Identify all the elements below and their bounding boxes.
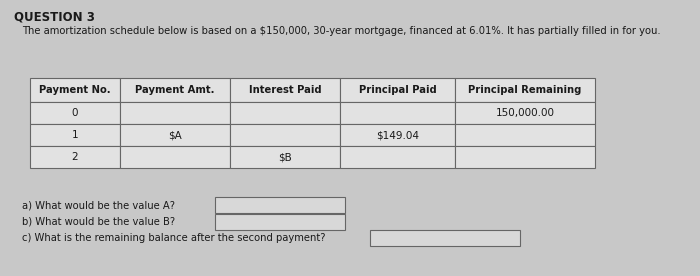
Text: 150,000.00: 150,000.00 — [496, 108, 554, 118]
Bar — [370, 230, 520, 246]
Text: b) What would be the value B?: b) What would be the value B? — [22, 217, 175, 227]
Bar — [230, 102, 340, 124]
Bar — [120, 124, 230, 146]
Bar — [455, 78, 595, 102]
Bar — [455, 146, 595, 168]
Text: QUESTION 3: QUESTION 3 — [14, 10, 95, 23]
Bar — [340, 78, 455, 102]
Text: c) What is the remaining balance after the second payment?: c) What is the remaining balance after t… — [22, 233, 326, 243]
Bar — [455, 102, 595, 124]
Bar — [340, 102, 455, 124]
Bar — [120, 78, 230, 102]
Text: Principal Remaining: Principal Remaining — [468, 85, 582, 95]
Text: $A: $A — [168, 130, 182, 140]
Bar — [120, 102, 230, 124]
Text: The amortization schedule below is based on a $150,000, 30-year mortgage, financ: The amortization schedule below is based… — [22, 26, 661, 36]
Text: a) What would be the value A?: a) What would be the value A? — [22, 200, 175, 210]
Text: Interest Paid: Interest Paid — [248, 85, 321, 95]
Bar — [30, 78, 120, 102]
Bar — [215, 197, 345, 213]
Bar — [230, 124, 340, 146]
Bar — [340, 124, 455, 146]
Bar — [215, 214, 345, 230]
Bar — [30, 124, 120, 146]
Text: Payment No.: Payment No. — [39, 85, 111, 95]
Bar — [30, 102, 120, 124]
Text: $B: $B — [278, 152, 292, 162]
Text: 2: 2 — [71, 152, 78, 162]
Text: $149.04: $149.04 — [376, 130, 419, 140]
Text: Principal Paid: Principal Paid — [358, 85, 436, 95]
Bar — [230, 146, 340, 168]
Bar — [30, 146, 120, 168]
Bar — [230, 78, 340, 102]
Text: 0: 0 — [71, 108, 78, 118]
Text: 1: 1 — [71, 130, 78, 140]
Bar — [455, 124, 595, 146]
Bar — [340, 146, 455, 168]
Text: Payment Amt.: Payment Amt. — [135, 85, 215, 95]
Bar — [120, 146, 230, 168]
